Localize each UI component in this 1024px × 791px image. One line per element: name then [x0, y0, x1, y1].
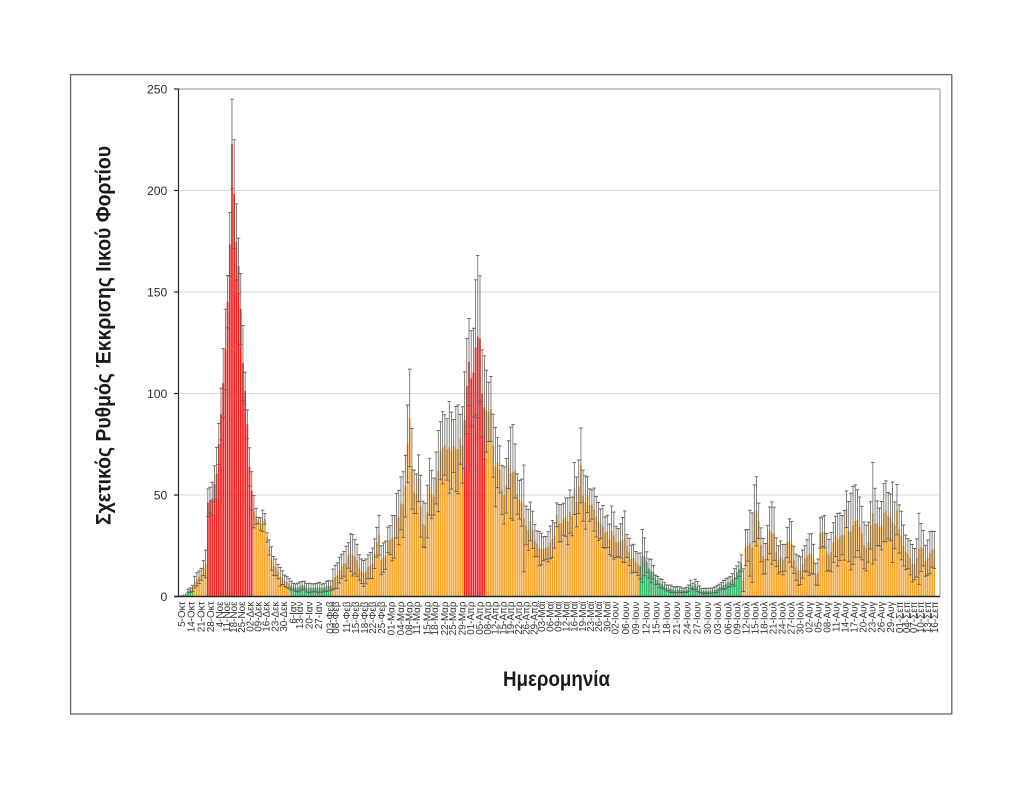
svg-text:19-Μαϊ: 19-Μαϊ — [578, 601, 589, 632]
svg-text:18-Νοε: 18-Νοε — [229, 601, 240, 633]
svg-text:6-Ιαν: 6-Ιαν — [289, 601, 300, 623]
svg-text:25-Νοε: 25-Νοε — [237, 601, 248, 633]
svg-text:29-Απρ: 29-Απρ — [529, 601, 540, 635]
svg-text:4-Νοε: 4-Νοε — [215, 601, 226, 627]
svg-text:23-Δεκ: 23-Δεκ — [271, 601, 282, 631]
svg-text:29-Μαρ: 29-Μαρ — [458, 601, 469, 635]
svg-text:13-Σεπ: 13-Σεπ — [923, 601, 934, 633]
svg-text:30-Ιουν: 30-Ιουν — [703, 601, 714, 634]
svg-text:03-Ιουλ: 03-Ιουλ — [713, 601, 724, 634]
svg-text:27-Ιαν: 27-Ιαν — [314, 601, 325, 629]
svg-text:12-Ιουν: 12-Ιουν — [641, 601, 652, 634]
svg-text:29-Αυγ: 29-Αυγ — [886, 601, 897, 632]
svg-text:11-Αυγ: 11-Αυγ — [832, 601, 843, 632]
svg-text:09-Ιουν: 09-Ιουν — [631, 601, 642, 634]
svg-text:18-Ιουλ: 18-Ιουλ — [760, 601, 771, 634]
svg-text:23-Αυγ: 23-Αυγ — [868, 601, 879, 632]
svg-text:01-Μαρ: 01-Μαρ — [387, 601, 398, 635]
svg-text:26-Απρ: 26-Απρ — [522, 601, 533, 635]
svg-text:22-Φεβ: 22-Φεβ — [368, 601, 379, 634]
svg-text:02-Αυγ: 02-Αυγ — [805, 601, 816, 632]
svg-text:09-Δεκ: 09-Δεκ — [254, 601, 265, 631]
svg-text:18-Μαρ: 18-Μαρ — [430, 601, 441, 635]
svg-text:26-Αυγ: 26-Αυγ — [877, 601, 888, 632]
svg-text:02-Δεκ: 02-Δεκ — [246, 601, 257, 631]
svg-text:150: 150 — [147, 285, 168, 299]
svg-text:02-Ιουν: 02-Ιουν — [611, 601, 622, 634]
svg-text:05-Αυγ: 05-Αυγ — [814, 601, 825, 632]
svg-text:16-Σεπ: 16-Σεπ — [930, 601, 941, 633]
svg-text:30-Μαϊ: 30-Μαϊ — [602, 601, 613, 632]
svg-text:01-Σεπ: 01-Σεπ — [895, 601, 906, 633]
svg-text:06-Μαϊ: 06-Μαϊ — [545, 601, 556, 632]
svg-text:50: 50 — [154, 488, 168, 502]
svg-text:12-Μαϊ: 12-Μαϊ — [562, 601, 573, 632]
svg-text:20-Ιαν: 20-Ιαν — [304, 601, 315, 629]
svg-text:25-Φεβ: 25-Φεβ — [377, 601, 388, 634]
svg-text:23-Μαϊ: 23-Μαϊ — [586, 601, 597, 632]
svg-text:04-Σεπ: 04-Σεπ — [902, 601, 913, 633]
svg-text:15-Ιουλ: 15-Ιουλ — [751, 601, 762, 634]
svg-text:09-Ιουλ: 09-Ιουλ — [732, 601, 743, 634]
svg-text:30-Ιουλ: 30-Ιουλ — [796, 601, 807, 634]
svg-text:04-Μαρ: 04-Μαρ — [396, 601, 407, 635]
svg-text:15-Μαρ: 15-Μαρ — [422, 601, 433, 635]
svg-text:22-Απρ: 22-Απρ — [514, 601, 525, 635]
svg-text:21-Ιουν: 21-Ιουν — [672, 601, 683, 634]
svg-text:16-Δεκ: 16-Δεκ — [262, 601, 273, 631]
svg-text:08-Απρ: 08-Απρ — [483, 601, 494, 635]
svg-text:15-Ιουν: 15-Ιουν — [652, 601, 663, 634]
svg-text:24-Ιουν: 24-Ιουν — [682, 601, 693, 634]
svg-text:100: 100 — [147, 387, 168, 401]
svg-text:03-Μαϊ: 03-Μαϊ — [537, 601, 548, 632]
svg-text:06-Ιουν: 06-Ιουν — [621, 601, 632, 634]
svg-text:14-Αυγ: 14-Αυγ — [841, 601, 852, 632]
svg-text:14-Οκτ: 14-Οκτ — [186, 601, 197, 632]
svg-text:20-Αυγ: 20-Αυγ — [859, 601, 870, 632]
svg-text:19-Απρ: 19-Απρ — [506, 601, 517, 635]
svg-text:16-Μαϊ: 16-Μαϊ — [570, 601, 581, 632]
svg-text:24-Ιουλ: 24-Ιουλ — [778, 601, 789, 634]
svg-text:15-Απρ: 15-Απρ — [498, 601, 509, 635]
svg-text:5-Οκτ: 5-Οκτ — [177, 601, 188, 626]
svg-text:11-Φεβ: 11-Φεβ — [342, 601, 353, 633]
svg-text:15-Φεβ: 15-Φεβ — [351, 601, 362, 634]
svg-text:08-Μαρ: 08-Μαρ — [404, 601, 415, 635]
svg-text:06-Ιουλ: 06-Ιουλ — [723, 601, 734, 634]
svg-text:30-Δεκ: 30-Δεκ — [279, 601, 290, 631]
svg-text:01-Απρ: 01-Απρ — [466, 601, 477, 635]
svg-text:13-Ιαν: 13-Ιαν — [295, 601, 306, 629]
svg-text:18-Ιουν: 18-Ιουν — [662, 601, 673, 634]
svg-text:Ημερομηνία: Ημερομηνία — [503, 667, 610, 691]
svg-text:25-Μαρ: 25-Μαρ — [448, 601, 459, 635]
svg-text:21-Οκτ: 21-Οκτ — [196, 601, 207, 632]
svg-text:08-Φεβ: 08-Φεβ — [331, 601, 342, 634]
svg-text:11-Μαρ: 11-Μαρ — [412, 601, 423, 634]
svg-text:07-Σεπ: 07-Σεπ — [909, 601, 920, 633]
svg-text:10-Σεπ: 10-Σεπ — [916, 601, 927, 633]
svg-text:27-Ιουν: 27-Ιουν — [693, 601, 704, 634]
svg-text:12-Ιουλ: 12-Ιουλ — [741, 601, 752, 634]
svg-text:05-Απρ: 05-Απρ — [475, 601, 486, 635]
svg-text:12-Απρ: 12-Απρ — [491, 601, 502, 635]
svg-text:200: 200 — [147, 184, 168, 198]
svg-text:03-Φεβ: 03-Φεβ — [325, 601, 336, 634]
svg-text:26-Μαϊ: 26-Μαϊ — [594, 601, 605, 632]
svg-text:27-Ιουλ: 27-Ιουλ — [787, 601, 798, 634]
svg-text:09-Μαϊ: 09-Μαϊ — [553, 601, 564, 632]
svg-text:11-Νοε: 11-Νοε — [222, 601, 233, 632]
svg-text:Σχετικός Ρυθμός Έκκρισης Ιικού: Σχετικός Ρυθμός Έκκρισης Ιικού Φορτίου — [93, 146, 116, 525]
svg-text:250: 250 — [147, 82, 168, 96]
svg-text:08-Αυγ: 08-Αυγ — [823, 601, 834, 632]
svg-text:17-Αυγ: 17-Αυγ — [850, 601, 861, 632]
svg-text:18-Φεβ: 18-Φεβ — [360, 601, 371, 634]
svg-text:21-Ιουλ: 21-Ιουλ — [769, 601, 780, 634]
svg-text:22-Μαρ: 22-Μαρ — [440, 601, 451, 635]
svg-text:0: 0 — [161, 590, 168, 604]
svg-text:28-Οκτ: 28-Οκτ — [206, 601, 217, 632]
